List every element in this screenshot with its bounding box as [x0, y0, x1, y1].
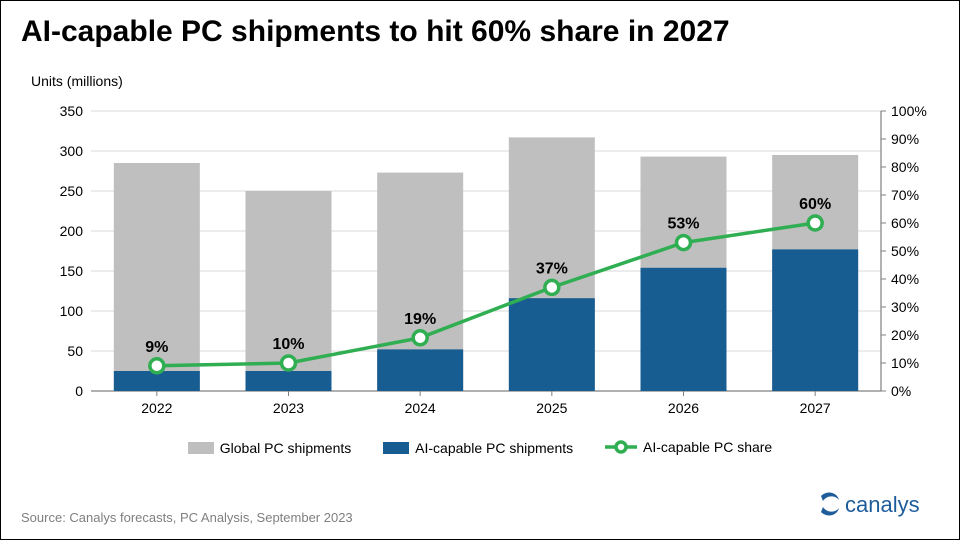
share-marker — [150, 359, 164, 373]
legend-item-ai: AI-capable PC shipments — [383, 440, 573, 456]
svg-text:40%: 40% — [891, 271, 919, 287]
share-marker — [808, 216, 822, 230]
swatch-global — [188, 442, 214, 454]
data-label: 53% — [667, 216, 699, 233]
svg-text:90%: 90% — [891, 131, 919, 147]
x-tick-label: 2027 — [800, 400, 831, 416]
y-axis-label: Units (millions) — [31, 73, 123, 89]
x-tick-label: 2024 — [405, 400, 436, 416]
source-text: Source: Canalys forecasts, PC Analysis, … — [21, 510, 353, 525]
bar-ai — [377, 349, 463, 391]
svg-text:100%: 100% — [891, 103, 927, 119]
svg-text:70%: 70% — [891, 187, 919, 203]
chart-svg: 0 50 100 150 200 250 300 350 0% 10% 20% 30% 40% 50% 60… — [31, 101, 931, 431]
svg-text:200: 200 — [60, 223, 84, 239]
svg-text:100: 100 — [60, 303, 84, 319]
legend-label-ai: AI-capable PC shipments — [415, 440, 573, 456]
legend-item-global: Global PC shipments — [188, 440, 352, 456]
svg-text:0: 0 — [75, 383, 83, 399]
swatch-ai — [383, 442, 409, 454]
bar-ai — [246, 371, 332, 391]
bar-ai — [772, 249, 858, 391]
data-label: 10% — [272, 336, 304, 353]
svg-text:20%: 20% — [891, 327, 919, 343]
svg-text:80%: 80% — [891, 159, 919, 175]
svg-text:60%: 60% — [891, 215, 919, 231]
legend: Global PC shipments AI-capable PC shipme… — [1, 439, 959, 457]
share-marker — [677, 236, 691, 250]
data-label: 19% — [404, 311, 436, 328]
data-label: 9% — [145, 339, 168, 356]
canalys-logo: canalys — [815, 488, 935, 527]
x-tick-label: 2022 — [141, 400, 172, 416]
bar-ai — [509, 298, 595, 391]
svg-text:150: 150 — [60, 263, 84, 279]
svg-text:350: 350 — [60, 103, 84, 119]
svg-text:300: 300 — [60, 143, 84, 159]
share-marker — [545, 280, 559, 294]
svg-text:50%: 50% — [891, 243, 919, 259]
bar-global — [114, 163, 200, 391]
svg-text:0%: 0% — [891, 383, 911, 399]
svg-text:10%: 10% — [891, 355, 919, 371]
legend-item-share: AI-capable PC share — [605, 439, 772, 455]
legend-label-global: Global PC shipments — [220, 440, 352, 456]
swatch-share — [605, 440, 637, 454]
bar-ai — [641, 268, 727, 391]
data-label: 60% — [799, 196, 831, 213]
svg-text:50: 50 — [67, 343, 83, 359]
logo-text: canalys — [845, 492, 920, 517]
svg-text:30%: 30% — [891, 299, 919, 315]
share-marker — [282, 356, 296, 370]
page-title: AI-capable PC shipments to hit 60% share… — [21, 15, 730, 49]
x-tick-label: 2023 — [273, 400, 304, 416]
svg-text:250: 250 — [60, 183, 84, 199]
chart-container: 0 50 100 150 200 250 300 350 0% 10% 20% 30% 40% 50% 60… — [31, 101, 931, 436]
x-tick-label: 2026 — [668, 400, 699, 416]
data-label: 37% — [536, 260, 568, 277]
x-tick-label: 2025 — [536, 400, 567, 416]
share-marker — [413, 331, 427, 345]
legend-label-share: AI-capable PC share — [643, 439, 772, 455]
